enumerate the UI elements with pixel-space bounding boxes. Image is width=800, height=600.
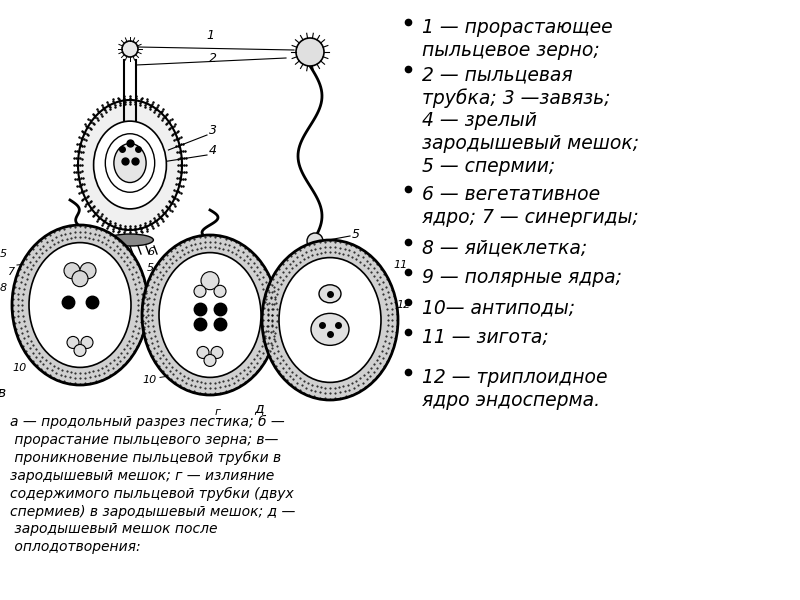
Circle shape — [296, 38, 324, 66]
Circle shape — [214, 285, 226, 297]
Ellipse shape — [142, 235, 278, 395]
Text: 12: 12 — [396, 300, 410, 310]
Circle shape — [67, 337, 79, 349]
Text: 11: 11 — [393, 260, 407, 270]
Ellipse shape — [29, 242, 131, 367]
Text: 3: 3 — [209, 124, 217, 137]
Circle shape — [307, 233, 323, 249]
Ellipse shape — [106, 234, 154, 246]
Ellipse shape — [94, 121, 166, 209]
Text: 10— антиподы;: 10— антиподы; — [422, 298, 575, 317]
Text: д: д — [254, 401, 264, 415]
Text: 6: 6 — [352, 257, 360, 271]
Circle shape — [194, 285, 206, 297]
Circle shape — [64, 263, 80, 278]
Ellipse shape — [106, 134, 154, 192]
Text: 12 — триплоидное
ядро эндосперма.: 12 — триплоидное ядро эндосперма. — [422, 368, 607, 410]
Text: 8 — яйцеклетка;: 8 — яйцеклетка; — [422, 238, 587, 257]
Text: 2 — пыльцевая
трубка; 3 —завязь;
4 — зрелый
зародышевый мешок;
5 — спермии;: 2 — пыльцевая трубка; 3 —завязь; 4 — зре… — [422, 65, 639, 176]
Text: в: в — [0, 386, 5, 400]
Circle shape — [204, 355, 216, 367]
Text: 9 — полярные ядра;: 9 — полярные ядра; — [422, 268, 622, 287]
Circle shape — [211, 346, 223, 358]
Text: а: а — [55, 244, 63, 258]
Text: 2: 2 — [209, 52, 217, 65]
Circle shape — [72, 271, 88, 287]
Circle shape — [122, 41, 138, 57]
Text: 11 — зигота;: 11 — зигота; — [422, 328, 549, 347]
Ellipse shape — [262, 240, 398, 400]
Circle shape — [80, 263, 96, 278]
Text: г: г — [215, 407, 221, 417]
Text: 2: 2 — [220, 377, 227, 388]
Ellipse shape — [319, 285, 341, 303]
Text: 10: 10 — [142, 375, 156, 385]
Circle shape — [81, 337, 93, 349]
Ellipse shape — [78, 100, 182, 230]
Text: а — продольный разрез пестика; б —
 прорастание пыльцевого зерна; в—
 проникнове: а — продольный разрез пестика; б — прора… — [10, 415, 295, 554]
Circle shape — [197, 346, 209, 358]
Text: 6 — вегетативное
ядро; 7 — синергиды;: 6 — вегетативное ядро; 7 — синергиды; — [422, 185, 638, 227]
Ellipse shape — [12, 225, 148, 385]
Text: 5: 5 — [147, 263, 154, 273]
Text: 8: 8 — [0, 283, 7, 293]
Text: 7: 7 — [8, 266, 15, 277]
Text: 5: 5 — [0, 249, 7, 259]
Ellipse shape — [311, 313, 349, 346]
Text: 9: 9 — [16, 305, 23, 315]
Text: 10: 10 — [12, 362, 26, 373]
Ellipse shape — [114, 143, 146, 182]
Ellipse shape — [159, 253, 261, 377]
Text: б: б — [290, 280, 298, 294]
Text: 1 — прорастающее
пыльцевое зерно;: 1 — прорастающее пыльцевое зерно; — [422, 18, 613, 60]
Ellipse shape — [279, 257, 381, 382]
Circle shape — [74, 344, 86, 356]
Circle shape — [307, 253, 323, 269]
Text: 9: 9 — [147, 315, 154, 325]
Text: 1: 1 — [206, 29, 214, 42]
Text: 5: 5 — [352, 227, 360, 241]
Circle shape — [201, 272, 219, 290]
Text: 4: 4 — [209, 144, 217, 157]
Text: 6: 6 — [147, 247, 154, 257]
